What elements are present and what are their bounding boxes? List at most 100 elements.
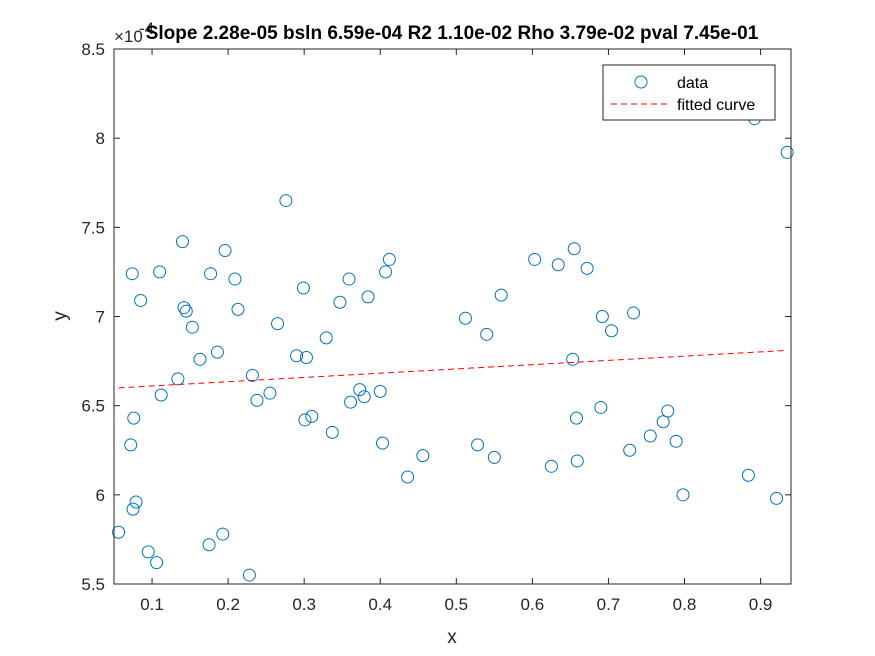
- legend-fit-label: fitted curve: [677, 97, 755, 114]
- data-point: [661, 404, 675, 418]
- data-point: [353, 383, 367, 397]
- fitted-curve-line: [118, 349, 788, 389]
- y-tick-label: 7: [96, 308, 105, 327]
- data-point: [179, 304, 193, 318]
- x-axis-label: x: [447, 627, 457, 648]
- y-tick-label: 8.5: [81, 40, 105, 59]
- data-point: [401, 470, 415, 484]
- data-point: [231, 302, 245, 316]
- y-exponent-base: ×10: [114, 27, 143, 46]
- data-point: [242, 568, 256, 582]
- data-point: [245, 368, 259, 382]
- data-point: [627, 306, 641, 320]
- data-point: [580, 261, 594, 275]
- x-axis-ticks: 0.1 0.2 0.3 0.4 0.5 0.6 0.7 0.8 0.9: [140, 49, 772, 614]
- data-point: [376, 436, 390, 450]
- data-point: [228, 272, 242, 286]
- plot-area: [114, 49, 791, 584]
- data-point: [263, 386, 277, 400]
- data-point: [112, 525, 126, 539]
- data-point: [342, 272, 356, 286]
- data-point: [487, 450, 501, 464]
- x-tick-label: 0.3: [292, 595, 316, 614]
- x-tick-label: 0.2: [216, 595, 240, 614]
- y-axis-ticks: 5.5 6 6.5 7 7.5 8 8.5: [81, 40, 791, 594]
- data-point: [150, 556, 164, 570]
- data-point: [129, 495, 143, 509]
- data-point: [125, 267, 139, 281]
- data-point: [656, 415, 670, 429]
- data-point: [175, 235, 189, 249]
- data-point: [567, 242, 581, 256]
- data-point: [544, 459, 558, 473]
- data-point: [471, 438, 485, 452]
- data-point: [373, 384, 387, 398]
- data-point: [594, 400, 608, 414]
- data-point: [741, 468, 755, 482]
- data-point: [676, 488, 690, 502]
- data-point: [361, 290, 375, 304]
- data-point: [344, 395, 358, 409]
- legend-data-marker: [634, 75, 648, 89]
- data-point: [124, 438, 138, 452]
- legend: data fitted curve: [602, 64, 776, 121]
- data-point: [494, 288, 508, 302]
- y-tick-label: 6: [96, 486, 105, 505]
- data-point: [218, 244, 232, 258]
- data-point: [171, 372, 185, 386]
- data-point: [185, 320, 199, 334]
- data-point: [298, 413, 312, 427]
- data-point: [551, 258, 565, 272]
- data-point: [279, 194, 293, 208]
- data-point: [141, 545, 155, 559]
- data-point: [379, 265, 393, 279]
- y-tick-label: 8: [96, 129, 105, 148]
- data-point: [770, 491, 784, 505]
- data-layer: [112, 112, 794, 582]
- data-point: [528, 252, 542, 266]
- data-point: [216, 527, 230, 541]
- data-point: [566, 352, 580, 366]
- data-point: [299, 351, 313, 365]
- data-point: [569, 411, 583, 425]
- data-point: [204, 267, 218, 281]
- data-point: [202, 538, 216, 552]
- data-point: [325, 425, 339, 439]
- data-point: [271, 317, 285, 331]
- data-point: [134, 293, 148, 307]
- data-point: [296, 281, 310, 295]
- data-point: [250, 393, 264, 407]
- data-point: [319, 331, 333, 345]
- data-point: [382, 252, 396, 266]
- y-tick-label: 7.5: [81, 218, 105, 237]
- data-point: [153, 265, 167, 279]
- data-point: [480, 327, 494, 341]
- data-point: [290, 349, 304, 363]
- data-point: [333, 295, 347, 309]
- legend-box: [602, 64, 776, 121]
- data-point: [126, 502, 140, 516]
- data-point: [305, 409, 319, 423]
- y-tick-label: 6.5: [81, 397, 105, 416]
- data-point: [193, 352, 207, 366]
- x-tick-label: 0.6: [521, 595, 545, 614]
- x-tick-label: 0.4: [368, 595, 392, 614]
- y-exponent-power: -4: [139, 19, 154, 38]
- chart-title: Slope 2.28e-05 bsln 6.59e-04 R2 1.10e-02…: [146, 23, 759, 44]
- x-tick-label: 0.5: [444, 595, 468, 614]
- data-point: [604, 324, 618, 338]
- x-tick-label: 0.7: [597, 595, 621, 614]
- data-point: [357, 390, 371, 404]
- data-point: [570, 454, 584, 468]
- y-axis-label: y: [50, 311, 71, 321]
- x-tick-label: 0.8: [673, 595, 697, 614]
- x-tick-label: 0.1: [140, 595, 164, 614]
- legend-data-label: data: [677, 75, 708, 92]
- data-point: [643, 429, 657, 443]
- y-tick-label: 5.5: [81, 575, 105, 594]
- data-point: [780, 145, 794, 159]
- data-point: [210, 345, 224, 359]
- data-point: [669, 434, 683, 448]
- data-point: [595, 310, 609, 323]
